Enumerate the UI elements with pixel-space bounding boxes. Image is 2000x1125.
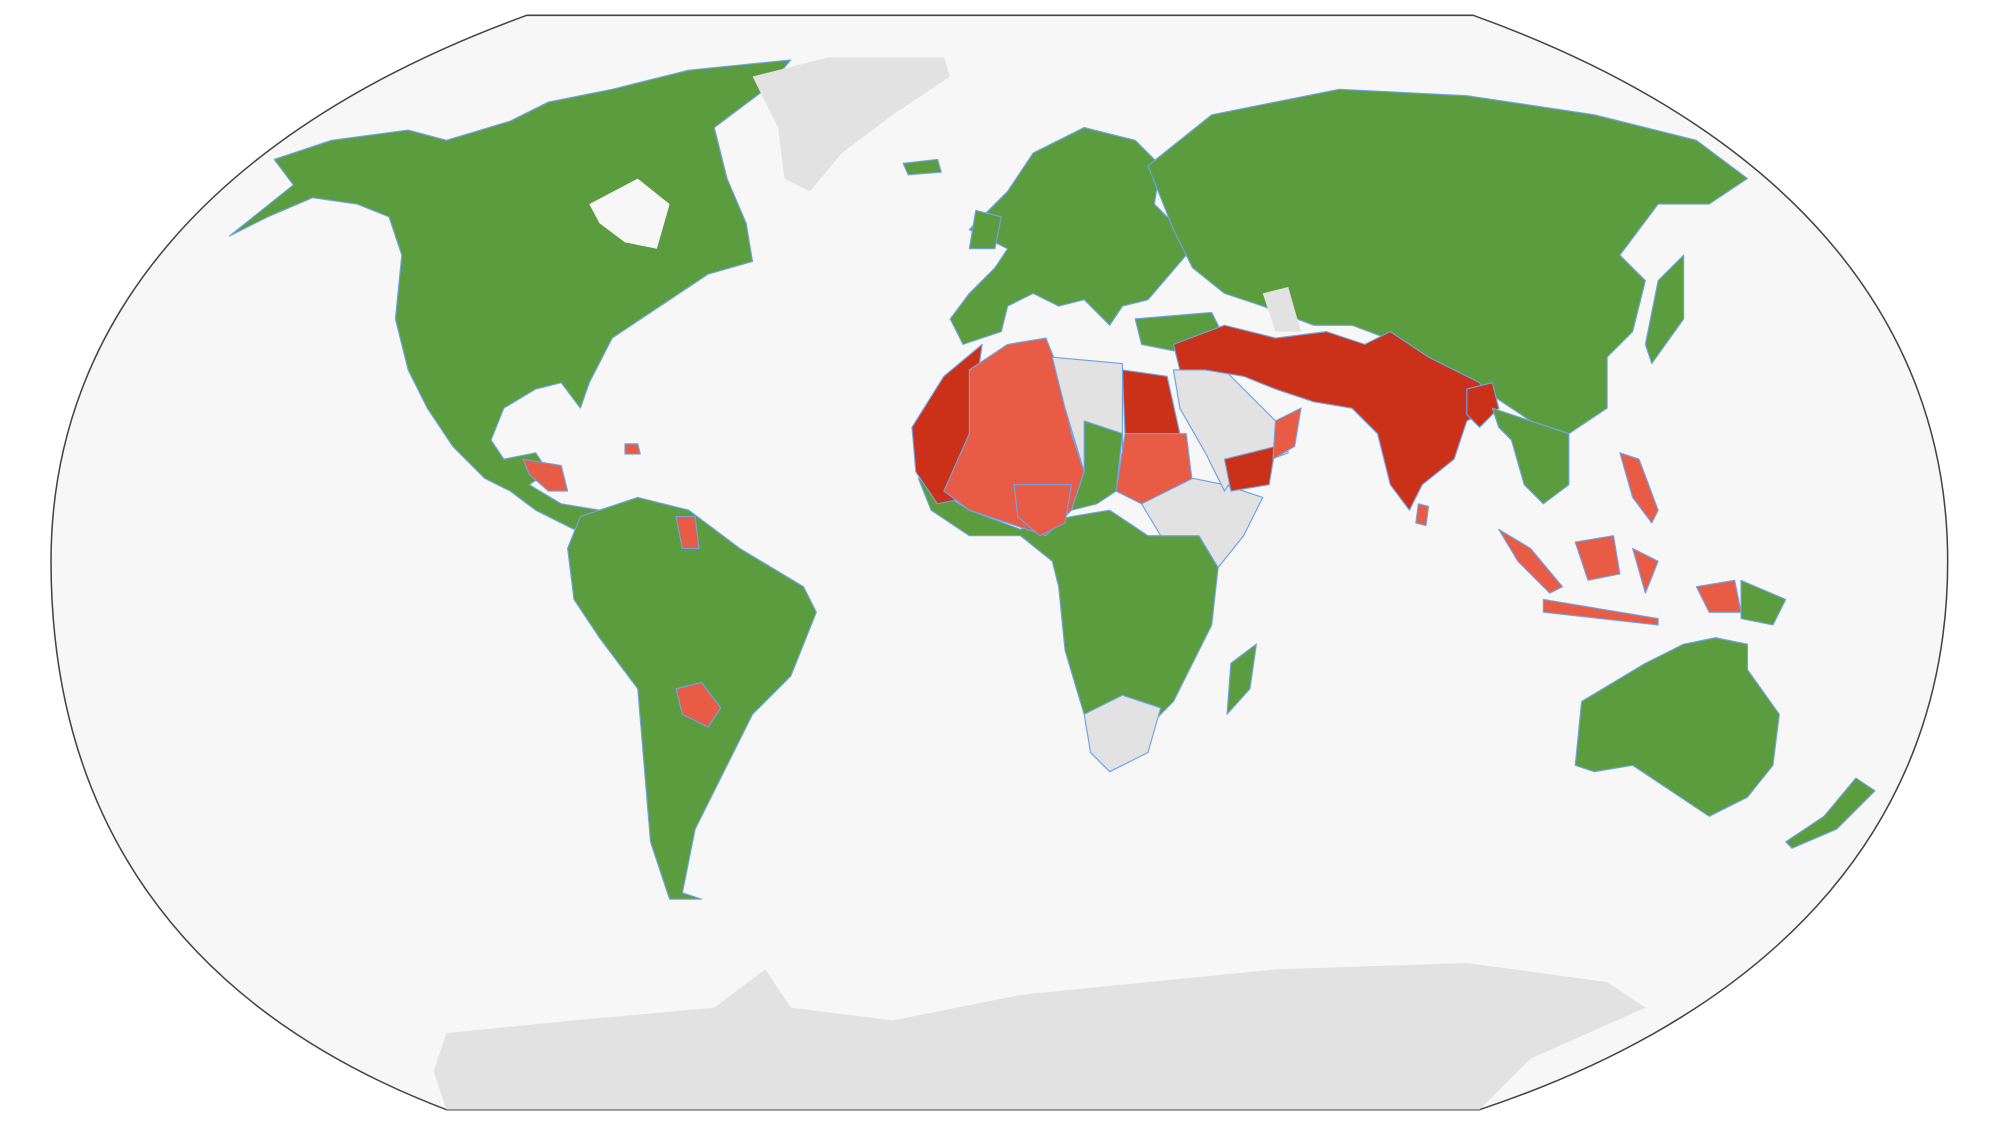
- region-nigeria: [1013, 484, 1072, 537]
- region-bangladesh-myanmar: [1466, 382, 1500, 428]
- region-australia: [1574, 637, 1780, 817]
- region-southern-africa: [1083, 694, 1162, 773]
- region-new-zealand: [1785, 777, 1876, 849]
- region-uk: [968, 209, 1002, 250]
- region-paraguay: [675, 681, 722, 728]
- region-haiti: [624, 443, 641, 455]
- region-sub-saharan-africa: [917, 477, 1219, 741]
- region-madagascar: [1226, 643, 1257, 715]
- region-japan: [1644, 254, 1685, 365]
- region-iran-pakistan-india: [1172, 324, 1493, 511]
- region-north-america: [229, 59, 792, 530]
- region-hudson-bay: [589, 178, 670, 249]
- region-guyana: [675, 516, 700, 550]
- region-philippines: [1619, 452, 1659, 524]
- region-borneo: [1574, 535, 1621, 581]
- region-caspian: [1262, 286, 1302, 332]
- region-europe: [949, 126, 1187, 345]
- region-antarctica: [433, 963, 1646, 1110]
- region-chad: [1070, 420, 1124, 511]
- region-papua-new-guinea: [1740, 579, 1787, 626]
- region-oman: [1272, 407, 1302, 460]
- region-sumatra: [1498, 528, 1564, 594]
- region-yemen: [1223, 445, 1277, 492]
- region-java: [1542, 598, 1659, 626]
- region-central-america: [522, 458, 569, 492]
- region-sri-lanka: [1415, 503, 1430, 527]
- region-sulawesi: [1632, 547, 1659, 594]
- region-southeast-asia: [1491, 407, 1570, 505]
- region-horn-of-africa: [1140, 477, 1264, 569]
- region-greenland: [752, 57, 951, 192]
- region-iceland: [902, 158, 942, 176]
